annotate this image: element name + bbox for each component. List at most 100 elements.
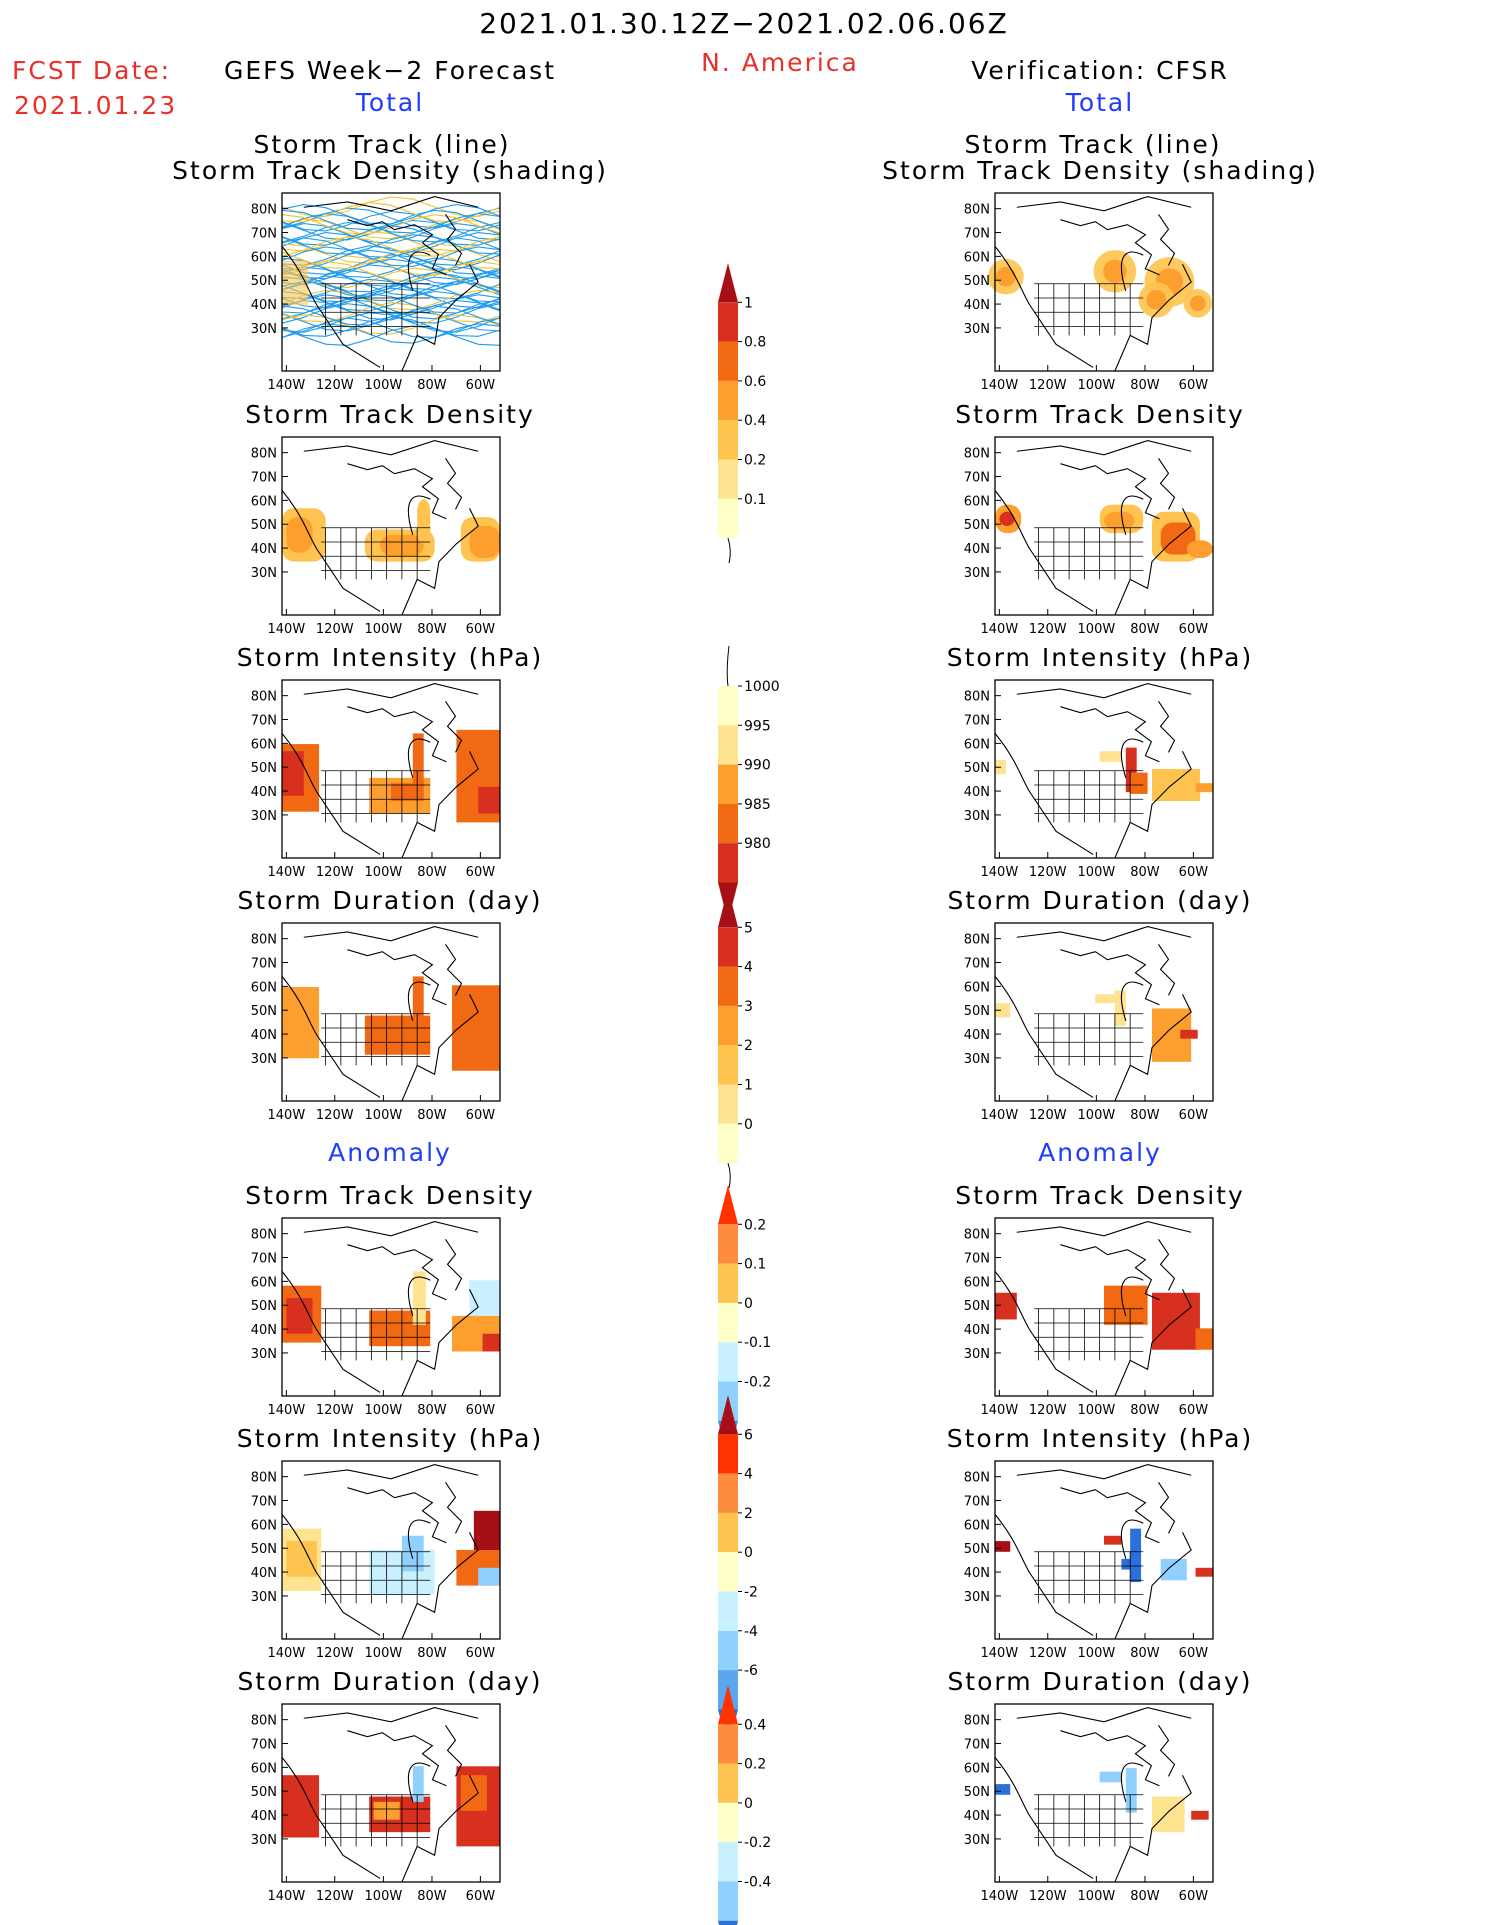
storm-track-line — [281, 234, 501, 255]
colorbar-label: 3 — [744, 999, 753, 1015]
lon-tick-label: 80W — [417, 1108, 447, 1123]
map-panel-right-intensity: 80N 70N 60N 50N 40N 30N 140W 120W 100W 80W 60W — [964, 679, 1214, 880]
map-frame — [281, 679, 501, 859]
coastline — [281, 1706, 479, 1883]
storm-track-line — [281, 221, 501, 243]
shading-cell — [452, 985, 500, 1071]
density-blob-core — [1146, 290, 1167, 310]
colorbar-label: -0.2 — [744, 1835, 771, 1851]
lat-tick-label: 60N — [251, 250, 277, 265]
lat-tick-label: 80N — [964, 933, 990, 948]
colorbar-segment — [718, 380, 738, 421]
lon-tick-label: 100W — [1078, 1889, 1116, 1904]
colorbar-label: -0.4 — [744, 1875, 771, 1891]
lat-tick-label: 40N — [964, 542, 990, 557]
colorbar-segment — [718, 420, 738, 460]
colorbar-label: 0.8 — [744, 335, 766, 351]
shading-cell — [1151, 1292, 1200, 1350]
map-frame — [994, 922, 1214, 1102]
lat-tick-label: 30N — [964, 1833, 990, 1848]
lon-tick-label: 100W — [365, 1646, 403, 1661]
lat-tick-label: 40N — [964, 1028, 990, 1043]
lat-tick-label: 70N — [964, 957, 990, 972]
shading-cell — [282, 987, 320, 1059]
lat-tick-label: 80N — [251, 933, 277, 948]
lon-tick-label: 60W — [1179, 378, 1209, 393]
date-range-title: 2021.01.30.12Z−2021.02.06.06Z — [479, 7, 1009, 40]
lat-tick-label: 60N — [251, 1518, 277, 1533]
lon-tick-label: 60W — [466, 622, 496, 637]
lat-tick-label: 70N — [251, 227, 277, 242]
colorbar-label: 0 — [744, 1545, 753, 1561]
colorbar-segment — [718, 1881, 738, 1921]
coastline — [994, 1706, 1192, 1883]
shading-cell — [999, 511, 1015, 526]
map-panel-right-anom-intensity: 80N 70N 60N 50N 40N 30N 140W 120W 100W 80W 60W — [964, 1460, 1214, 1661]
colorbar-segment — [718, 1224, 738, 1264]
shading-cell — [469, 526, 500, 559]
lat-tick-label: 30N — [251, 322, 277, 337]
colorbar-segment — [718, 1342, 738, 1382]
shading-cell — [412, 976, 424, 1030]
lon-tick-label: 140W — [268, 1108, 306, 1123]
colorbar-segment — [718, 498, 738, 539]
coastline — [994, 1463, 1192, 1640]
shading-cell — [1130, 772, 1148, 794]
colorbar-segment — [718, 1512, 738, 1553]
lat-tick-label: 30N — [251, 809, 277, 824]
lat-tick-label: 80N — [964, 203, 990, 218]
lat-tick-label: 70N — [964, 1252, 990, 1267]
colorbar-segment — [718, 966, 738, 1006]
lon-tick-label: 80W — [417, 1889, 447, 1904]
colorbar-label: 0 — [744, 1296, 753, 1312]
lat-tick-label: 50N — [964, 1785, 990, 1800]
map-frame — [994, 1460, 1214, 1640]
shading-cell — [478, 1567, 500, 1586]
map-panel-right-density: 80N 70N 60N 50N 40N 30N 140W 120W 100W 80W 60W — [964, 436, 1214, 637]
shading-cell — [282, 751, 304, 796]
colorbar-label: 5 — [744, 920, 753, 936]
lon-tick-label: 80W — [1130, 1403, 1160, 1418]
lat-tick-label: 40N — [251, 298, 277, 313]
storm-track-line — [281, 280, 501, 302]
map-panel-right-track-line: 80N 70N 60N 50N 40N 30N 140W 120W 100W 80W 60W — [964, 192, 1214, 393]
lat-tick-label: 70N — [964, 1495, 990, 1510]
panel-title-track-line-right: Storm Track (line) — [964, 130, 1222, 159]
shading-cell — [1095, 994, 1118, 1004]
map-panel-left-duration: 80N 70N 60N 50N 40N 30N 140W 120W 100W 80W 60W — [251, 922, 501, 1123]
lon-tick-label: 60W — [1179, 865, 1209, 880]
colorbar-segment — [718, 725, 738, 765]
lon-tick-label: 100W — [365, 378, 403, 393]
lat-tick-label: 40N — [251, 1809, 277, 1824]
colorbar-label: 0.1 — [744, 492, 766, 508]
lon-tick-label: 60W — [1179, 1889, 1209, 1904]
colorbar-segment — [718, 459, 738, 499]
colorbar-tail — [727, 537, 731, 564]
colorbar-tail — [727, 1162, 731, 1189]
coastline — [994, 195, 1192, 372]
colorbar-segment — [718, 1302, 738, 1343]
colorbar-label: 6 — [744, 1427, 753, 1443]
map-frame — [994, 679, 1214, 859]
colorbar-segment — [718, 803, 738, 844]
storm-track-line — [281, 316, 501, 337]
panel-title-anom-duration-left: Storm Duration (day) — [237, 1667, 543, 1696]
shading-cell — [1104, 1535, 1122, 1545]
lat-tick-label: 30N — [964, 322, 990, 337]
coastline — [281, 195, 479, 372]
colorbar-triangle — [718, 1395, 738, 1435]
lon-tick-label: 140W — [268, 1646, 306, 1661]
colorbar-segment — [718, 686, 738, 726]
lat-tick-label: 40N — [251, 1566, 277, 1581]
lat-tick-label: 80N — [964, 690, 990, 705]
lon-tick-label: 120W — [316, 1403, 354, 1418]
lon-tick-label: 120W — [316, 378, 354, 393]
colorbar-segment — [718, 843, 738, 883]
shading-cell — [1130, 1528, 1142, 1583]
storm-track-line — [281, 271, 501, 293]
panel-title-intensity-left: Storm Intensity (hPa) — [236, 643, 544, 672]
right-column-title: Verification: CFSR — [971, 56, 1229, 85]
lon-tick-label: 100W — [365, 1889, 403, 1904]
lon-tick-label: 80W — [417, 378, 447, 393]
panel-title-intensity-right: Storm Intensity (hPa) — [946, 643, 1254, 672]
